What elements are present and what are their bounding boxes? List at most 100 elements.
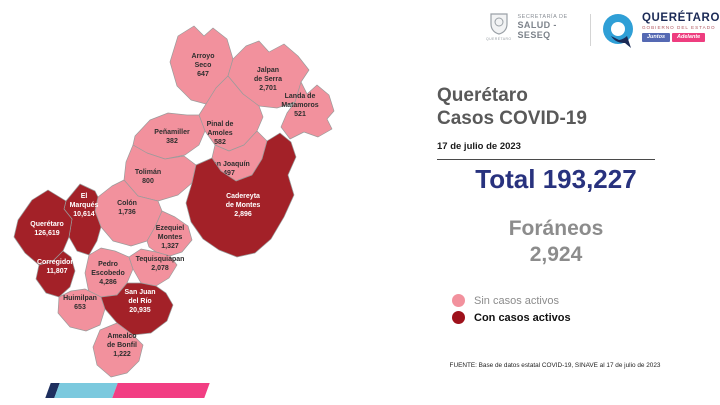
salud-crest-caption: QUERÉTARO: [486, 37, 512, 41]
svg-text:Colón: Colón: [117, 200, 137, 207]
gobierno-brand: QUERÉTARO: [641, 12, 720, 24]
svg-text:Corregidora: Corregidora: [37, 259, 77, 266]
total-cases: Total 193,227: [475, 164, 637, 194]
svg-text:382: 382: [166, 138, 178, 145]
queretaro-q-icon: [601, 12, 637, 55]
svg-text:Montes: Montes: [158, 234, 183, 241]
svg-text:Landa de: Landa de: [285, 93, 316, 100]
svg-text:Marqués: Marqués: [70, 202, 99, 209]
region-el-marques: El Marqués 10,614: [63, 183, 102, 256]
header: QUERÉTARO SECRETARÍA DE SALUD - SESEQ QU…: [486, 12, 720, 55]
badge-adelante: Adelante: [672, 32, 706, 42]
legend: Sin casos activos Con casos activos: [452, 292, 571, 326]
foraneos-value: 2,924: [529, 243, 583, 266]
gobierno-logo: QUERÉTARO GOBIERNO DEL ESTADO Juntos Ade…: [601, 12, 720, 55]
region-landa-de-matamoros: Landa de Matamoros 521: [280, 81, 335, 140]
region-shape-corregidora: [35, 250, 76, 298]
page-title: Querétaro Casos COVID-19: [437, 84, 657, 130]
region-san-juan-del-rio: San Juan del Río 20,935: [100, 282, 174, 336]
badge-juntos: Juntos: [641, 32, 670, 42]
svg-text:11,807: 11,807: [46, 268, 67, 275]
svg-text:El: El: [81, 193, 88, 200]
foraneos-label: Foráneos: [508, 217, 604, 240]
svg-text:Huimilpan: Huimilpan: [63, 295, 97, 302]
svg-text:Tequisquiapan: Tequisquiapan: [136, 256, 185, 263]
svg-text:Ezequiel: Ezequiel: [156, 225, 184, 232]
svg-text:San Juan: San Juan: [124, 289, 155, 296]
region-shape-amealco-de-bonfil: [92, 322, 144, 378]
gobierno-subtitle: GOBIERNO DEL ESTADO: [641, 25, 716, 30]
salud-crest-icon: QUERÉTARO: [486, 12, 512, 42]
svg-text:Tolimán: Tolimán: [135, 169, 161, 176]
svg-text:Escobedo: Escobedo: [91, 270, 124, 277]
svg-text:Pedro: Pedro: [98, 261, 118, 268]
svg-text:2,896: 2,896: [234, 211, 252, 218]
region-shape-queretaro: [13, 189, 73, 266]
svg-text:Pinal de: Pinal de: [207, 121, 234, 128]
region-tequisquiapan: Tequisquiapan 2,078: [128, 248, 185, 287]
svg-text:San Joaquín: San Joaquín: [208, 161, 250, 168]
region-jalpan-de-serra: Jalpan de Serra 2,701: [227, 40, 310, 109]
region-huimilpan: Huimilpan 653: [57, 288, 106, 332]
svg-text:10,614: 10,614: [73, 211, 95, 218]
svg-text:Cadereyta: Cadereyta: [226, 193, 260, 200]
region-amealco-de-bonfil: Amealco de Bonfil 1,222: [92, 322, 144, 378]
slogan-badges: Juntos Adelante: [641, 32, 706, 42]
svg-text:Amealco: Amealco: [107, 333, 136, 340]
source-note: FUENTE: Base de datos estatal COVID-19, …: [449, 362, 661, 369]
legend-row-inactive: Sin casos activos: [452, 292, 571, 309]
region-shape-cadereyta-de-montes: [185, 132, 297, 258]
svg-text:del Río: del Río: [128, 298, 151, 305]
svg-text:1,736: 1,736: [118, 209, 136, 216]
svg-text:653: 653: [74, 304, 86, 311]
svg-text:4,286: 4,286: [99, 279, 117, 286]
choropleth-map: Arroyo Seco 647 Jalpan de Serra 2,701 La…: [0, 14, 360, 382]
legend-dot-inactive: [452, 294, 465, 307]
region-shape-landa-de-matamoros: [280, 81, 335, 140]
svg-text:Matamoros: Matamoros: [281, 102, 318, 109]
legend-row-active: Con casos activos: [452, 309, 571, 326]
title-line1: Querétaro: [437, 85, 528, 106]
region-ezequiel-montes: Ezequiel Montes 1,327: [146, 210, 193, 257]
salud-logo: QUERÉTARO SECRETARÍA DE SALUD - SESEQ: [486, 12, 578, 42]
legend-label-active: Con casos activos: [474, 311, 571, 324]
report-date: 17 de julio de 2023: [437, 141, 521, 152]
region-shape-ezequiel-montes: [146, 210, 193, 257]
svg-text:Jalpan: Jalpan: [257, 67, 279, 74]
legend-dot-active: [452, 311, 465, 324]
legend-label-inactive: Sin casos activos: [474, 294, 559, 307]
svg-text:Amoles: Amoles: [207, 130, 232, 137]
svg-text:Seco: Seco: [195, 62, 212, 69]
header-divider: [590, 14, 591, 46]
svg-text:1,327: 1,327: [161, 243, 179, 250]
title-line2: Casos COVID-19: [437, 108, 587, 129]
svg-text:800: 800: [142, 178, 154, 185]
svg-text:521: 521: [294, 111, 306, 118]
region-shape-huimilpan: [57, 288, 106, 332]
salud-org-line1: SECRETARÍA DE: [517, 14, 568, 20]
foraneos-block: Foráneos 2,924: [428, 216, 684, 268]
svg-text:Arroyo: Arroyo: [192, 53, 215, 60]
svg-text:de Bonfil: de Bonfil: [107, 342, 137, 349]
footer-bar-pink: [112, 383, 210, 398]
svg-text:582: 582: [214, 139, 226, 146]
date-block: 17 de julio de 2023: [437, 136, 655, 160]
svg-text:497: 497: [223, 170, 235, 177]
footer-decoration-bar: [45, 383, 210, 398]
svg-text:126,619: 126,619: [34, 230, 59, 237]
region-corregidora: Corregidora 11,807: [35, 250, 77, 298]
region-queretaro: Querétaro 126,619: [13, 189, 73, 266]
region-cadereyta-de-montes: Cadereyta de Montes 2,896: [185, 132, 297, 258]
svg-text:2,701: 2,701: [259, 85, 277, 92]
total-block: Total 193,227: [428, 164, 684, 195]
svg-text:1,222: 1,222: [113, 351, 131, 358]
footer-bar-cyan: [54, 383, 118, 398]
svg-text:de Serra: de Serra: [254, 76, 282, 83]
svg-text:20,935: 20,935: [129, 307, 151, 314]
svg-text:Querétaro: Querétaro: [30, 221, 63, 228]
svg-text:647: 647: [197, 71, 209, 78]
svg-text:de Montes: de Montes: [226, 202, 261, 209]
salud-org-line2: SALUD - SESEQ: [517, 20, 557, 40]
svg-text:Peñamiller: Peñamiller: [154, 129, 190, 136]
svg-text:2,078: 2,078: [151, 265, 169, 272]
